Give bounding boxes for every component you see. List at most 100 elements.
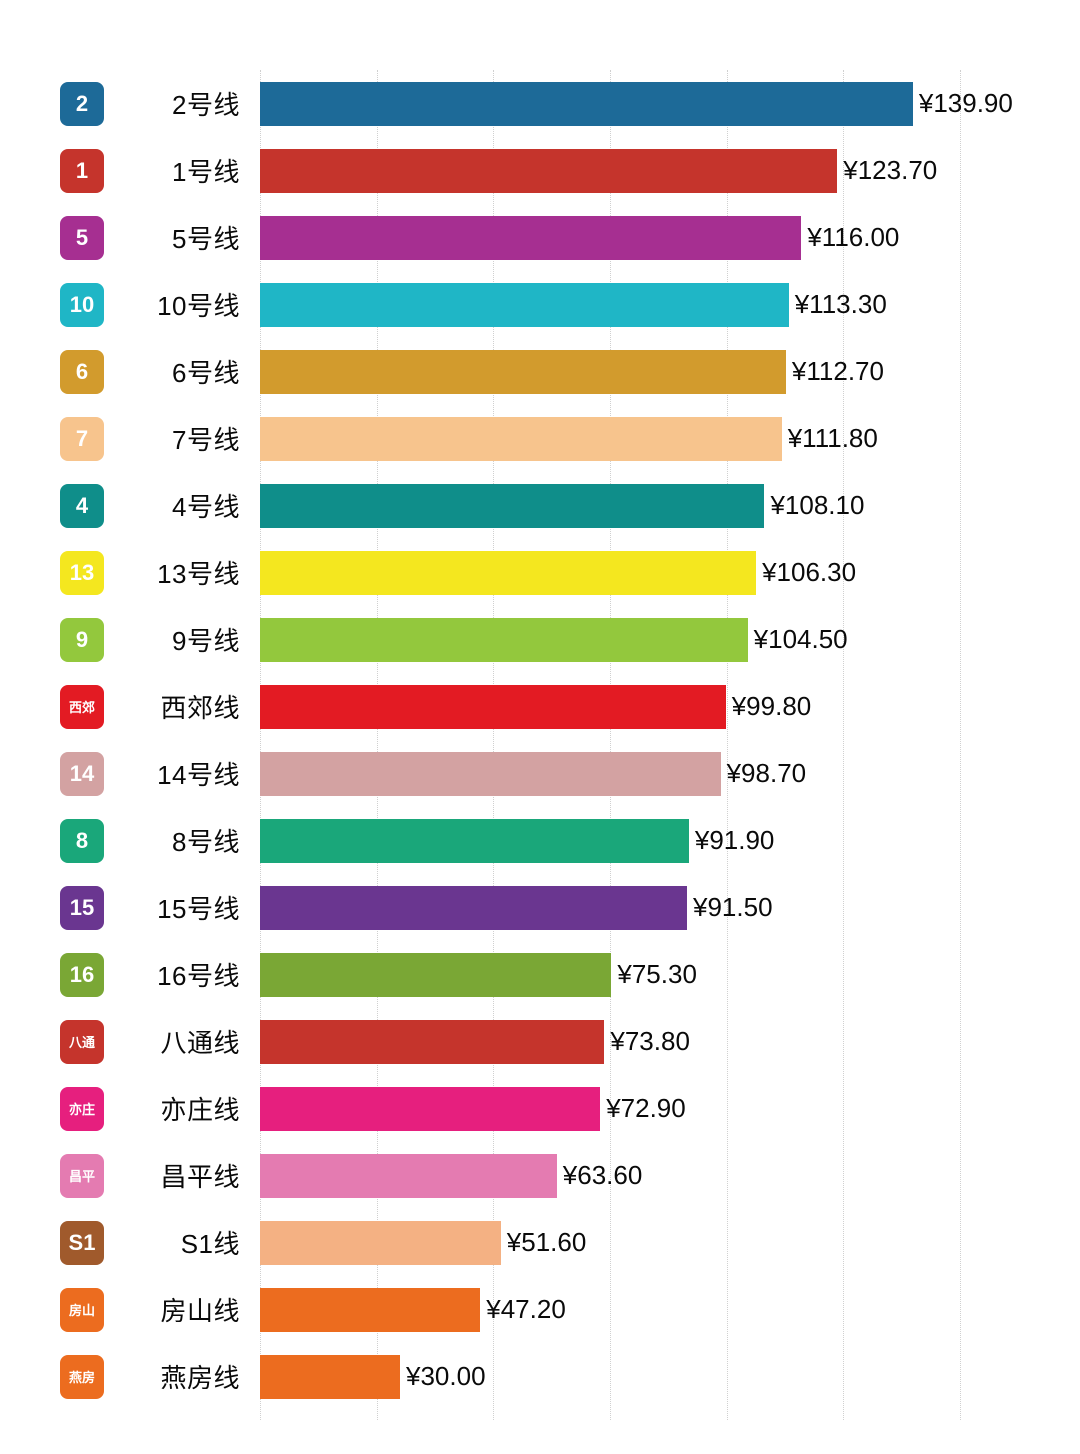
bar-row: 11号线¥123.70 (0, 137, 1080, 204)
bar-row: 7 7号线¥111.80 (0, 405, 1080, 472)
bar-track: ¥112.70 (260, 350, 960, 394)
line-badge: 2 (60, 82, 104, 126)
bar (260, 1355, 400, 1399)
bar (260, 417, 782, 461)
bar-track: ¥91.90 (260, 819, 960, 863)
line-name: 2号线 (110, 70, 250, 137)
bar (260, 1020, 604, 1064)
value-label: ¥99.80 (726, 685, 812, 729)
line-name: 5号线 (110, 204, 250, 271)
bar-track: ¥91.50 (260, 886, 960, 930)
value-label: ¥106.30 (756, 551, 856, 595)
line-badge-text: 4 (76, 493, 88, 519)
line-badge-text: 西郊 (69, 697, 95, 716)
line-badge: 4 (60, 484, 104, 528)
line-badge-text: 亦庄 (69, 1099, 95, 1118)
value-label: ¥91.90 (689, 819, 775, 863)
bar (260, 216, 801, 260)
line-badge: 16 (60, 953, 104, 997)
bar-row: 燕房燕房线¥30.00 (0, 1343, 1080, 1410)
value-label: ¥63.60 (557, 1154, 643, 1198)
bar-track: ¥139.90 (260, 82, 960, 126)
line-name: 7号线 (110, 405, 250, 472)
line-badge: 房山 (60, 1288, 104, 1332)
value-label: ¥51.60 (501, 1221, 587, 1265)
value-label: ¥116.00 (801, 216, 899, 260)
bar-track: ¥47.20 (260, 1288, 960, 1332)
bar-row: S1S1线¥51.60 (0, 1209, 1080, 1276)
bar-row: 44号线¥108.10 (0, 472, 1080, 539)
value-label: ¥108.10 (764, 484, 864, 528)
line-name: 昌平线 (110, 1142, 250, 1209)
bar (260, 1288, 480, 1332)
line-name: 西郊线 (110, 673, 250, 740)
value-label: ¥30.00 (400, 1355, 486, 1399)
line-badge-text: 昌平 (69, 1166, 95, 1185)
bar-row: 八通八通线 ¥73.80 (0, 1008, 1080, 1075)
line-badge-text: 9 (76, 627, 88, 653)
bar (260, 618, 748, 662)
line-badge: S1 (60, 1221, 104, 1265)
value-label: ¥75.30 (611, 953, 697, 997)
bar-track: ¥99.80 (260, 685, 960, 729)
bar (260, 953, 611, 997)
line-badge-text: 13 (70, 560, 94, 586)
bar-row: 1616号线 ¥75.30 (0, 941, 1080, 1008)
line-badge: 13 (60, 551, 104, 595)
line-badge: 1 (60, 149, 104, 193)
line-badge: 亦庄 (60, 1087, 104, 1131)
value-label: ¥72.90 (600, 1087, 686, 1131)
line-badge: 6 (60, 350, 104, 394)
line-badge: 八通 (60, 1020, 104, 1064)
bar (260, 149, 837, 193)
line-badge: 昌平 (60, 1154, 104, 1198)
bar (260, 685, 726, 729)
bar-row: 房山房山线¥47.20 (0, 1276, 1080, 1343)
bar-rows-container: 2 2号线¥139.90 11号线¥123.70 5 5号线 ¥116.00 1010号线¥… (0, 70, 1080, 1410)
bar-track: ¥111.80 (260, 417, 960, 461)
bar (260, 752, 721, 796)
bar (260, 551, 756, 595)
bar-row: 5 5号线 ¥116.00 (0, 204, 1080, 271)
bar (260, 819, 689, 863)
bar (260, 82, 913, 126)
line-badge-text: 燕房 (69, 1367, 95, 1386)
line-badge-text: 5 (76, 225, 88, 251)
bar-track: ¥30.00 (260, 1355, 960, 1399)
bar-track: ¥75.30 (260, 953, 960, 997)
bar-row: 1414号线¥98.70 (0, 740, 1080, 807)
bar (260, 484, 764, 528)
line-name: 16号线 (110, 941, 250, 1008)
bar (260, 1087, 600, 1131)
value-label: ¥123.70 (837, 149, 937, 193)
line-badge-text: 房山 (69, 1300, 95, 1319)
bar-row: 2 2号线¥139.90 (0, 70, 1080, 137)
line-name: 14号线 (110, 740, 250, 807)
value-label: ¥73.80 (604, 1020, 690, 1064)
value-label: ¥113.30 (789, 283, 887, 327)
bar-track: ¥116.00 (260, 216, 960, 260)
line-badge-text: 7 (76, 426, 88, 452)
line-badge: 8 (60, 819, 104, 863)
bar (260, 283, 789, 327)
line-name: 9号线 (110, 606, 250, 673)
line-badge-text: 10 (70, 292, 94, 318)
bar-row: 西郊西郊线 ¥99.80 (0, 673, 1080, 740)
bar-row: 亦庄亦庄线 ¥72.90 (0, 1075, 1080, 1142)
bar-row: 1313号线¥106.30 (0, 539, 1080, 606)
bar-track: ¥104.50 (260, 618, 960, 662)
bar-track: ¥108.10 (260, 484, 960, 528)
line-badge-text: 8 (76, 828, 88, 854)
bar-track: ¥106.30 (260, 551, 960, 595)
bar (260, 350, 786, 394)
bar-track: ¥98.70 (260, 752, 960, 796)
bar-row: 昌平昌平线 ¥63.60 (0, 1142, 1080, 1209)
line-badge: 5 (60, 216, 104, 260)
line-name: 亦庄线 (110, 1075, 250, 1142)
value-label: ¥98.70 (721, 752, 807, 796)
bar-row: 1010号线¥113.30 (0, 271, 1080, 338)
line-name: 八通线 (110, 1008, 250, 1075)
line-badge-text: 2 (76, 91, 88, 117)
line-name: 房山线 (110, 1276, 250, 1343)
bar-track: ¥72.90 (260, 1087, 960, 1131)
